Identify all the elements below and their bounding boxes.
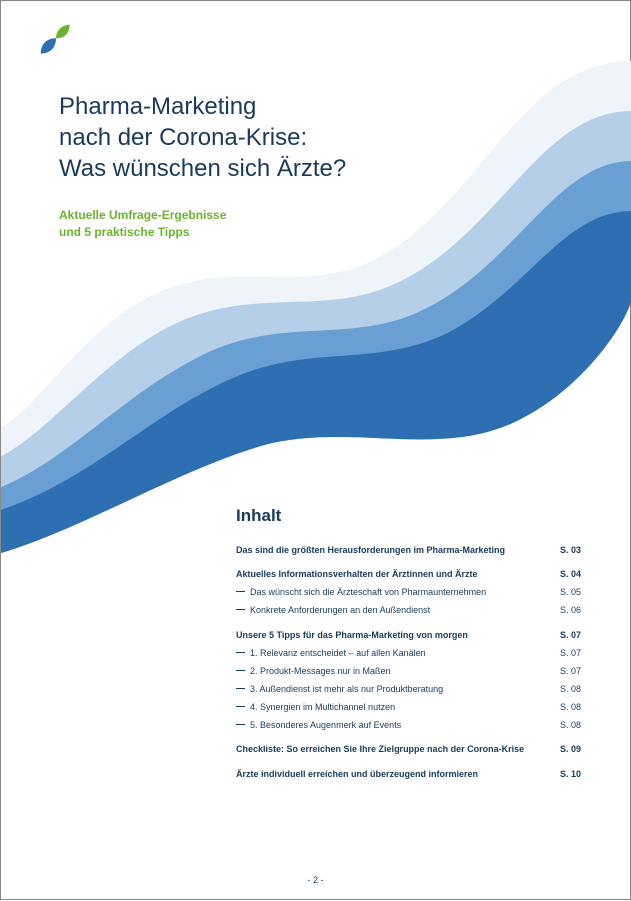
page-number: - 2 - bbox=[1, 875, 630, 885]
toc-label: 4. Synergien im Multichannel nutzen bbox=[250, 701, 560, 713]
toc-label: Checkliste: So erreichen Sie Ihre Zielgr… bbox=[236, 743, 560, 755]
toc-heading: Inhalt bbox=[236, 506, 581, 526]
toc-label: Aktuelles Informationsverhalten der Ärzt… bbox=[236, 568, 560, 580]
toc-page: S. 04 bbox=[560, 568, 581, 580]
toc-section-row: Ärzte individuell erreichen und überzeug… bbox=[236, 768, 581, 780]
toc-list: Das sind die größten Herausforderungen i… bbox=[236, 544, 581, 780]
subtitle-line-2: und 5 praktische Tipps bbox=[59, 225, 189, 239]
toc-section-row: Checkliste: So erreichen Sie Ihre Zielgr… bbox=[236, 743, 581, 755]
wave-layer-1 bbox=[1, 211, 631, 556]
toc-sub-row: 1. Relevanz entscheidet – auf allen Kanä… bbox=[236, 647, 581, 659]
toc-sub-row: 2. Produkt-Messages nur in MaßenS. 07 bbox=[236, 665, 581, 677]
title-line-3: Was wünschen sich Ärzte? bbox=[59, 155, 346, 182]
toc-sub-row: 3. Außendienst ist mehr als nur Produktb… bbox=[236, 683, 581, 695]
toc-label: 3. Außendienst ist mehr als nur Produktb… bbox=[250, 683, 560, 695]
subtitle: Aktuelle Umfrage-Ergebnisse und 5 prakti… bbox=[59, 207, 346, 242]
toc-label: Das sind die größten Herausforderungen i… bbox=[236, 544, 560, 556]
toc-section-row: Aktuelles Informationsverhalten der Ärzt… bbox=[236, 568, 581, 580]
toc-sub-row: 4. Synergien im Multichannel nutzenS. 08 bbox=[236, 701, 581, 713]
toc-page: S. 05 bbox=[560, 586, 581, 598]
toc-page: S. 07 bbox=[560, 665, 581, 677]
toc-sub-row: Das wünscht sich die Ärzteschaft von Pha… bbox=[236, 586, 581, 598]
toc-label: 5. Besonderes Augenmerk auf Events bbox=[250, 719, 560, 731]
toc-label: 1. Relevanz entscheidet – auf allen Kanä… bbox=[250, 647, 560, 659]
toc-label: 2. Produkt-Messages nur in Maßen bbox=[250, 665, 560, 677]
toc-page: S. 08 bbox=[560, 683, 581, 695]
toc-page: S. 06 bbox=[560, 604, 581, 616]
leaf-green-icon bbox=[56, 25, 70, 39]
toc-page: S. 08 bbox=[560, 719, 581, 731]
toc-section-row: Unsere 5 Tipps für das Pharma-Marketing … bbox=[236, 629, 581, 641]
toc-label: Unsere 5 Tipps für das Pharma-Marketing … bbox=[236, 629, 560, 641]
brand-logo bbox=[39, 23, 73, 57]
title-block: Pharma-Marketing nach der Corona-Krise: … bbox=[59, 91, 346, 241]
toc-section-row: Das sind die größten Herausforderungen i… bbox=[236, 544, 581, 556]
toc-label: Konkrete Anforderungen an den Außendiens… bbox=[250, 604, 560, 616]
toc-page: S. 10 bbox=[560, 768, 581, 780]
toc-sub-row: Konkrete Anforderungen an den Außendiens… bbox=[236, 604, 581, 616]
toc-label: Das wünscht sich die Ärzteschaft von Pha… bbox=[250, 586, 560, 598]
toc-sub-row: 5. Besonderes Augenmerk auf EventsS. 08 bbox=[236, 719, 581, 731]
toc-page: S. 07 bbox=[560, 629, 581, 641]
table-of-contents: Inhalt Das sind die größten Herausforder… bbox=[236, 506, 581, 786]
toc-label: Ärzte individuell erreichen und überzeug… bbox=[236, 768, 560, 780]
title-line-1: Pharma-Marketing bbox=[59, 93, 256, 120]
page-title: Pharma-Marketing nach der Corona-Krise: … bbox=[59, 91, 346, 185]
toc-page: S. 07 bbox=[560, 647, 581, 659]
title-line-2: nach der Corona-Krise: bbox=[59, 124, 307, 151]
toc-page: S. 03 bbox=[560, 544, 581, 556]
toc-page: S. 09 bbox=[560, 743, 581, 755]
subtitle-line-1: Aktuelle Umfrage-Ergebnisse bbox=[59, 208, 226, 222]
toc-page: S. 08 bbox=[560, 701, 581, 713]
leaf-blue-icon bbox=[41, 38, 56, 53]
